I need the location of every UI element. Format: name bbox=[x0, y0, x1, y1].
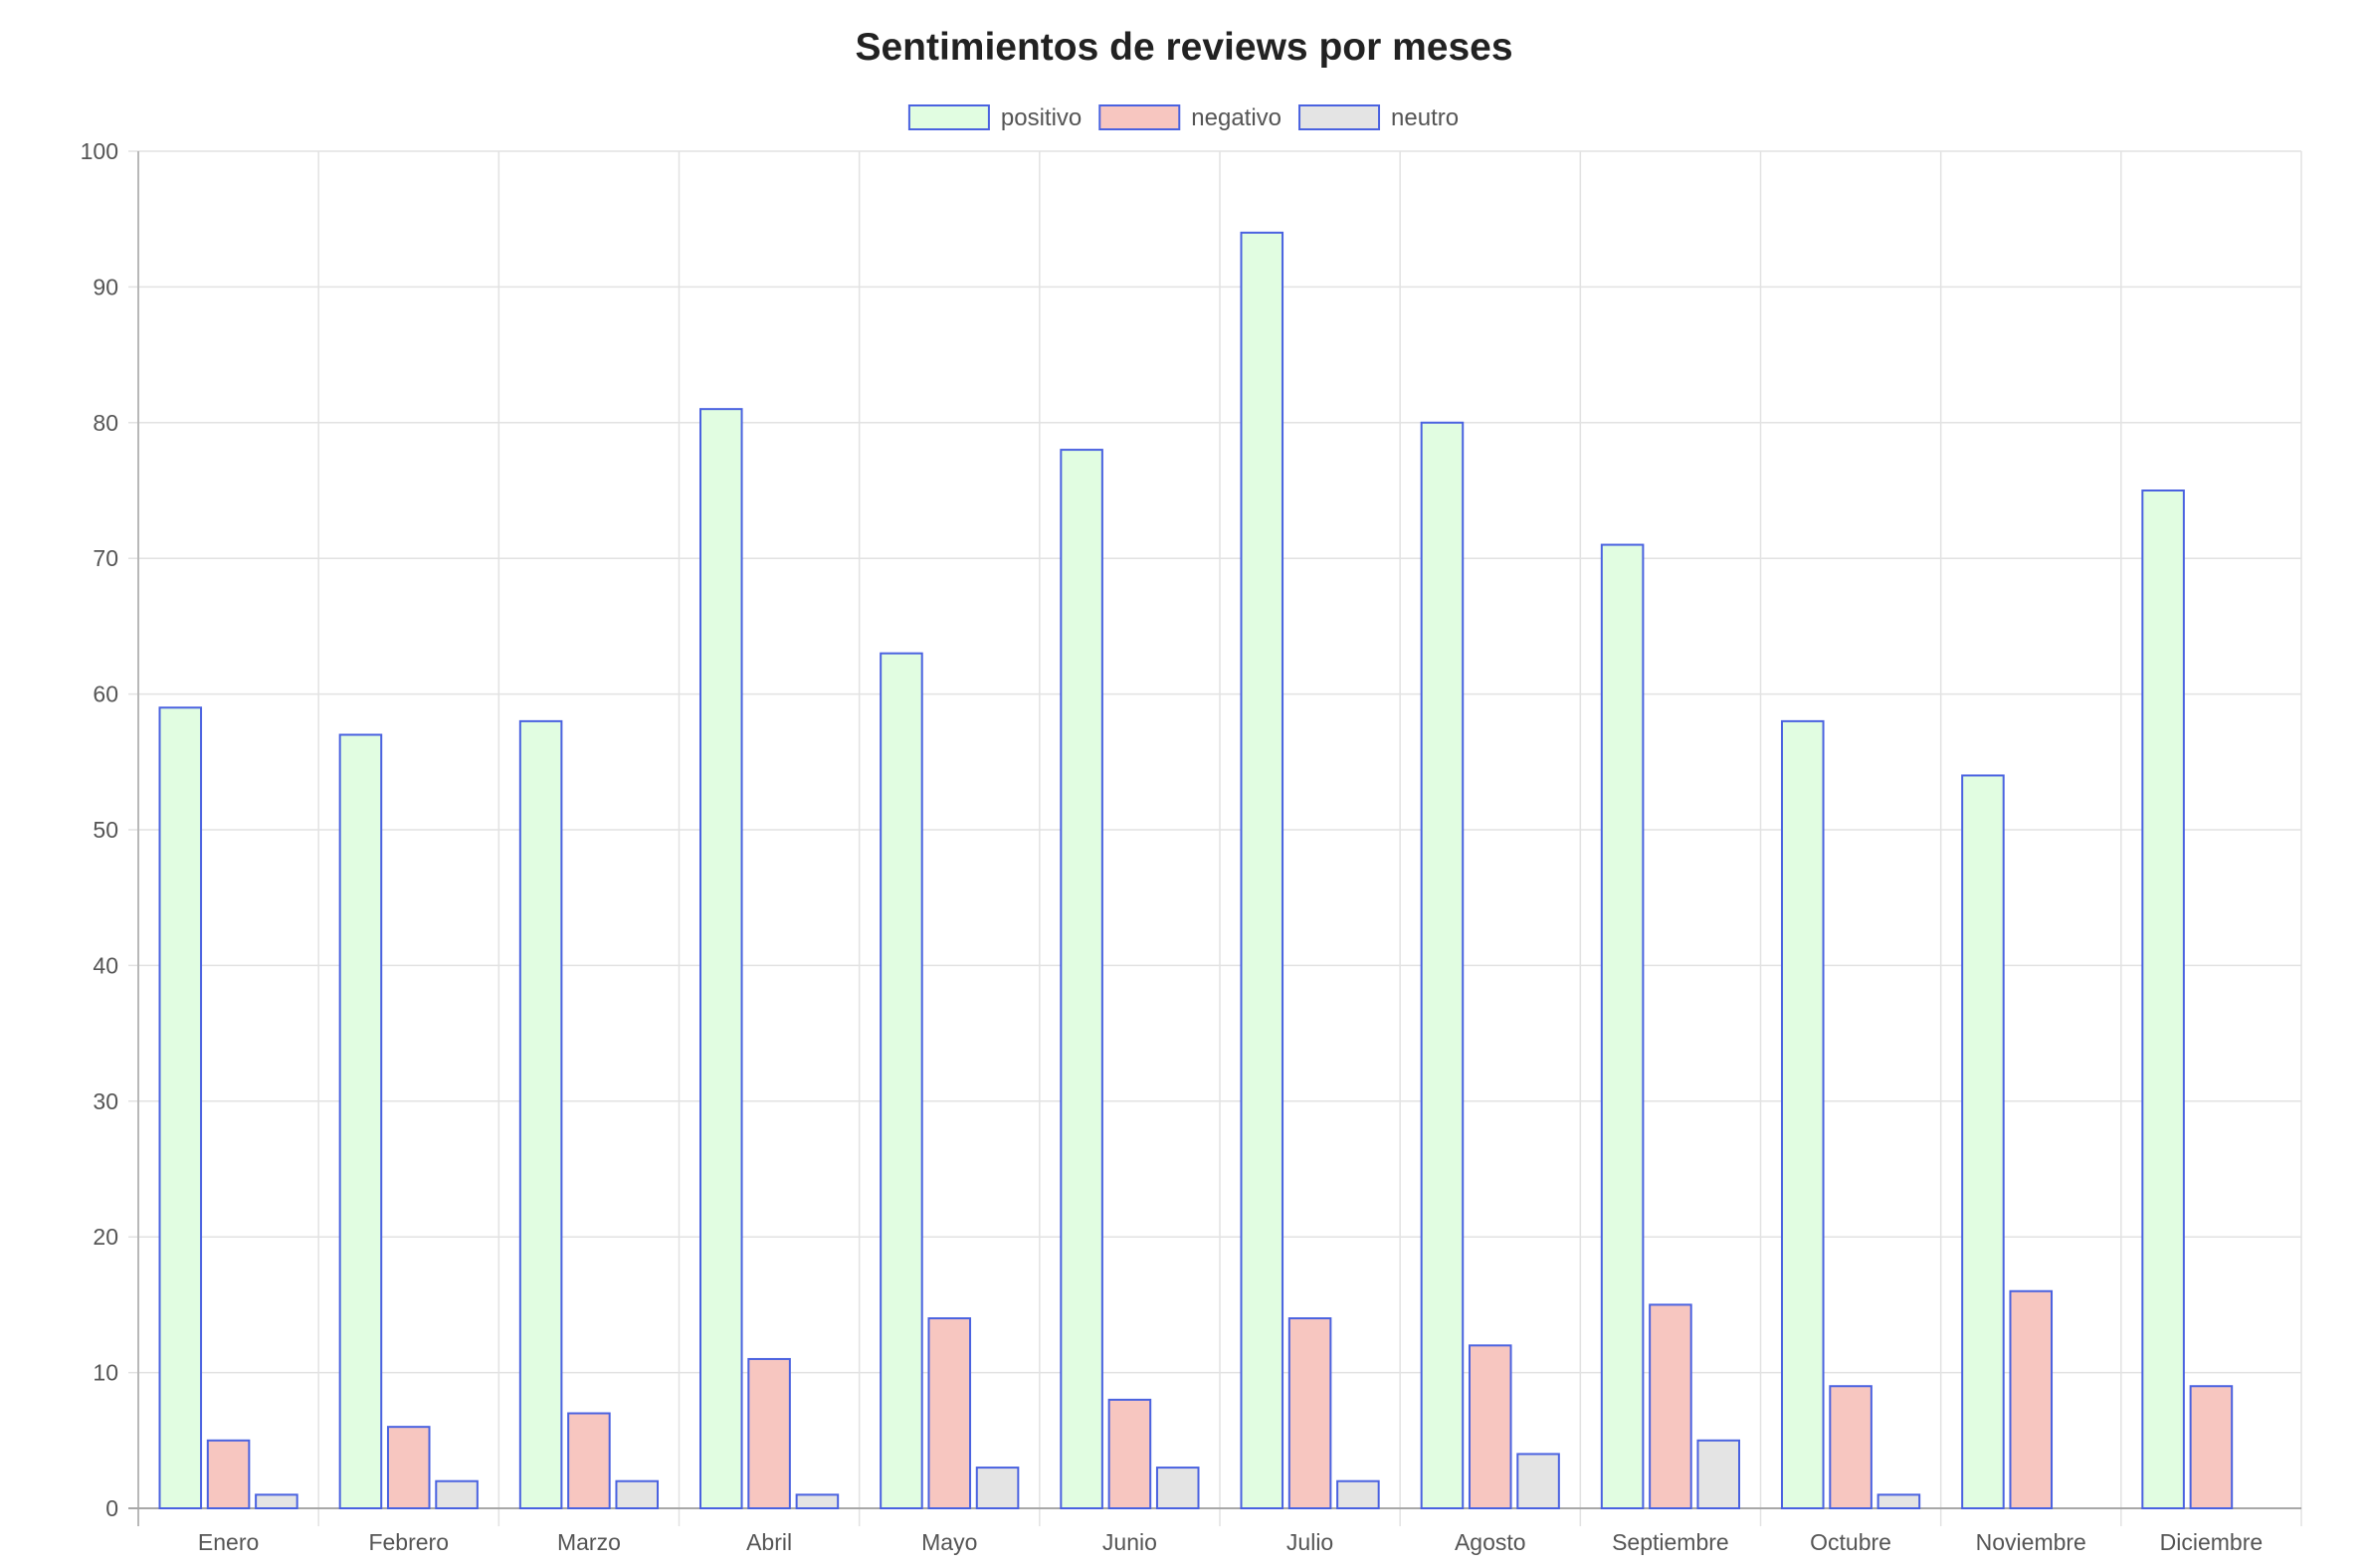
y-tick-label: 60 bbox=[93, 682, 118, 707]
y-tick-label: 40 bbox=[93, 952, 118, 978]
legend-swatch-negativo bbox=[1098, 104, 1181, 130]
x-tick-label: Junio bbox=[1102, 1529, 1157, 1555]
bar-negativo bbox=[747, 1357, 791, 1509]
bar-positivo bbox=[338, 733, 383, 1509]
bar-positivo bbox=[1780, 719, 1825, 1509]
bar-neutro bbox=[795, 1493, 840, 1509]
y-tick-label: 10 bbox=[93, 1360, 118, 1386]
bar-positivo bbox=[698, 408, 743, 1509]
x-tick-label: Agosto bbox=[1455, 1529, 1526, 1555]
x-tick-label: Marzo bbox=[557, 1529, 621, 1555]
y-tick-label: 70 bbox=[93, 545, 118, 571]
y-tick-label: 80 bbox=[93, 410, 118, 436]
bar-negativo bbox=[1649, 1303, 1692, 1510]
bar-positivo bbox=[158, 706, 203, 1509]
bar-positivo bbox=[518, 719, 563, 1509]
legend-label-neutro: neutro bbox=[1391, 104, 1459, 131]
x-tick-label: Julio bbox=[1286, 1529, 1333, 1555]
x-tick-label: Enero bbox=[198, 1529, 259, 1555]
bar-neutro bbox=[1155, 1467, 1200, 1509]
bars bbox=[158, 231, 2234, 1510]
bar-negativo bbox=[1829, 1385, 1873, 1509]
bar-neutro bbox=[255, 1493, 298, 1509]
legend: positivo negativo neutro bbox=[907, 104, 1459, 131]
legend-swatch-positivo bbox=[907, 104, 990, 130]
y-tick-label: 50 bbox=[93, 817, 118, 843]
axes bbox=[128, 151, 2301, 1526]
legend-label-positivo: positivo bbox=[1001, 104, 1082, 131]
bar-positivo bbox=[1961, 774, 2005, 1509]
bar-positivo bbox=[1600, 543, 1645, 1509]
bar-positivo bbox=[1060, 449, 1103, 1510]
y-axis-ticks: 0 10 20 30 40 50 60 70 80 90 100 bbox=[81, 138, 118, 1521]
x-tick-label: Diciembre bbox=[2160, 1529, 2264, 1555]
bar-negativo bbox=[927, 1317, 972, 1510]
x-axis-ticks: Enero Febrero Marzo Abril Mayo Junio Julio Agos… bbox=[198, 1529, 2263, 1555]
bar-neutro bbox=[435, 1479, 479, 1509]
legend-swatch-neutro bbox=[1298, 104, 1381, 130]
bar-negativo bbox=[1468, 1344, 1512, 1509]
y-tick-label: 30 bbox=[93, 1088, 118, 1114]
x-tick-label: Abril bbox=[746, 1529, 792, 1555]
bar-negativo bbox=[2189, 1385, 2234, 1509]
bar-neutro bbox=[1336, 1479, 1380, 1509]
bar-neutro bbox=[1516, 1453, 1560, 1509]
x-tick-label: Noviembre bbox=[1976, 1529, 2086, 1555]
y-tick-label: 90 bbox=[93, 274, 118, 299]
bar-neutro bbox=[1876, 1493, 1921, 1509]
bar-neutro bbox=[615, 1479, 660, 1509]
bar-neutro bbox=[1696, 1439, 1741, 1510]
bar-negativo bbox=[1287, 1317, 1332, 1510]
bar-positivo bbox=[1420, 421, 1465, 1509]
x-tick-label: Febrero bbox=[368, 1529, 449, 1555]
bar-negativo bbox=[2009, 1289, 2054, 1510]
bar-negativo bbox=[206, 1439, 251, 1510]
chart-title: Sentimientos de reviews por meses bbox=[855, 26, 1512, 69]
bar-negativo bbox=[567, 1412, 611, 1510]
x-tick-label: Mayo bbox=[921, 1529, 977, 1555]
bar-positivo bbox=[1240, 231, 1284, 1510]
bar-positivo bbox=[2141, 490, 2185, 1509]
bar-positivo bbox=[880, 652, 923, 1509]
x-tick-label: Septiembre bbox=[1612, 1529, 1729, 1555]
y-tick-label: 100 bbox=[81, 138, 118, 164]
legend-label-negativo: negativo bbox=[1191, 104, 1282, 131]
y-tick-label: 20 bbox=[93, 1224, 118, 1250]
bar-negativo bbox=[1107, 1398, 1152, 1510]
bar-negativo bbox=[386, 1426, 431, 1510]
y-tick-label: 0 bbox=[105, 1495, 118, 1521]
x-tick-label: Octubre bbox=[1810, 1529, 1891, 1555]
bar-neutro bbox=[975, 1467, 1020, 1509]
